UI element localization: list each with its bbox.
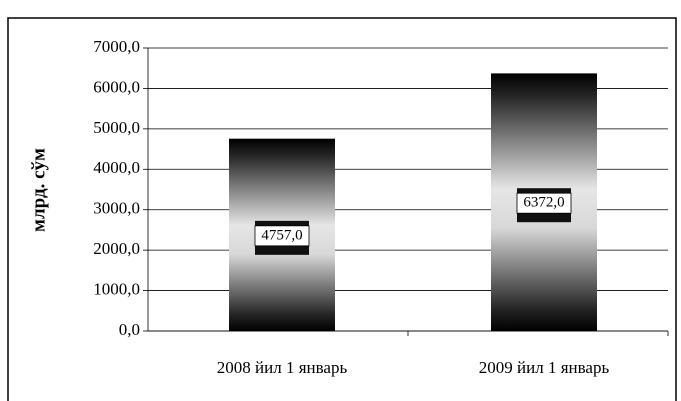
y-axis-label: млрд. сўм <box>28 148 49 232</box>
x-tick-label: 2009 йил 1 январь <box>479 358 610 377</box>
data-label: 6372,0 <box>523 195 564 211</box>
data-label-box <box>254 225 310 247</box>
data-label-box <box>516 192 572 214</box>
chart-frame <box>7 17 677 401</box>
y-tick-label: 7000,0 <box>93 37 140 56</box>
y-tick-label: 5000,0 <box>93 118 140 137</box>
x-tick-label: 2008 йил 1 январь <box>217 358 348 377</box>
y-tick-label: 1000,0 <box>93 279 140 298</box>
y-tick-label: 2000,0 <box>93 239 140 258</box>
y-tick-label: 6000,0 <box>93 77 140 96</box>
data-label: 4757,0 <box>261 227 302 243</box>
y-tick-label: 0,0 <box>119 320 140 339</box>
y-tick-label: 3000,0 <box>93 199 140 218</box>
y-tick-label: 4000,0 <box>93 158 140 177</box>
